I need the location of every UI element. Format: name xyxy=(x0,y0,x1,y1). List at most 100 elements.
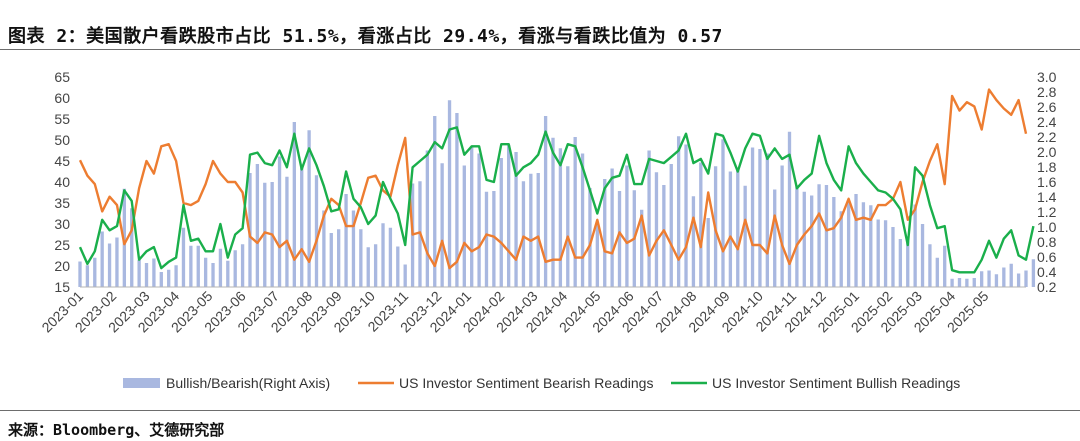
ratio-bar xyxy=(506,145,511,287)
ratio-bar xyxy=(396,246,400,287)
ratio-bar xyxy=(314,175,319,287)
right-tick-label: 0.6 xyxy=(1037,249,1057,265)
bearish-line xyxy=(78,88,1028,270)
ratio-bar xyxy=(595,223,600,287)
ratio-bar xyxy=(898,239,903,287)
ratio-bar xyxy=(891,227,895,287)
ratio-bar xyxy=(167,269,171,287)
ratio-bar xyxy=(300,167,304,287)
ratio-bar xyxy=(78,261,82,287)
ratio-bar xyxy=(351,210,356,287)
chart-title: 图表 2：美国散户看跌股市占比 51.5%，看涨占比 29.4%，看涨与看跌比值… xyxy=(8,26,723,47)
ratio-bar xyxy=(965,278,969,287)
source-note: 来源：Bloomberg、艾德研究部 xyxy=(8,421,225,439)
right-tick-label: 0.2 xyxy=(1037,279,1057,295)
right-tick-label: 1.8 xyxy=(1037,159,1057,175)
left-tick-label: 45 xyxy=(54,153,70,169)
ratio-bar xyxy=(603,179,607,287)
ratio-bar xyxy=(484,191,489,287)
ratio-bar xyxy=(152,258,156,287)
ratio-bar xyxy=(1009,263,1013,287)
right-tick-label: 1.4 xyxy=(1037,189,1057,205)
legend-swatch-ratio xyxy=(123,378,160,388)
ratio-bar xyxy=(233,250,237,287)
ratio-bar xyxy=(536,173,540,287)
x-axis: 2023-012023-022023-032023-042023-052023-… xyxy=(38,286,1026,335)
ratio-bar xyxy=(994,274,999,287)
ratio-bar xyxy=(1002,267,1006,287)
ratio-bar xyxy=(839,211,843,287)
ratio-bar xyxy=(861,202,866,287)
ratio-bar xyxy=(810,195,814,287)
ratio-bar xyxy=(573,137,577,287)
left-tick-label: 65 xyxy=(54,69,70,85)
ratio-bar xyxy=(824,185,829,287)
ratio-bar xyxy=(780,165,784,287)
ratio-bar xyxy=(263,182,267,287)
right-tick-label: 1.0 xyxy=(1037,219,1057,235)
right-tick-label: 2.8 xyxy=(1037,84,1057,100)
ratio-bar xyxy=(580,153,585,287)
ratio-bar xyxy=(647,150,651,287)
legend-label-bullish: US Investor Sentiment Bullish Readings xyxy=(712,375,960,391)
left-tick-label: 60 xyxy=(54,90,70,106)
ratio-bar xyxy=(625,165,629,287)
ratio-bar xyxy=(196,245,200,287)
ratio-bar xyxy=(691,196,696,287)
ratio-bar xyxy=(100,231,104,287)
ratio-bar xyxy=(226,260,230,287)
ratio-bar xyxy=(869,205,873,287)
ratio-bar xyxy=(455,113,459,287)
ratio-bar xyxy=(292,122,296,287)
ratio-bar xyxy=(802,191,806,287)
ratio-bar xyxy=(765,153,769,287)
ratio-bar xyxy=(832,197,836,287)
left-tick-label: 15 xyxy=(54,279,70,295)
ratio-bar xyxy=(425,150,430,287)
ratio-bar xyxy=(462,165,466,287)
left-tick-label: 35 xyxy=(54,195,70,211)
ratio-bar xyxy=(159,272,163,287)
title-bar: 图表 2：美国散户看跌股市占比 51.5%，看涨占比 29.4%，看涨与看跌比值… xyxy=(0,0,1080,52)
ratio-bar xyxy=(979,271,984,287)
ratio-bar xyxy=(935,257,939,287)
ratio-bar xyxy=(344,194,348,287)
ratio-bar xyxy=(854,194,858,287)
ratio-bar xyxy=(433,116,437,287)
bearish-line-layer xyxy=(78,88,1028,270)
ratio-bar xyxy=(617,191,622,287)
ratio-bar xyxy=(381,223,385,287)
ratio-bar xyxy=(189,245,193,287)
ratio-bar xyxy=(876,219,880,287)
ratio-bar xyxy=(662,185,666,287)
ratio-bar xyxy=(211,263,215,287)
source-divider xyxy=(0,410,1080,411)
right-tick-label: 2.6 xyxy=(1037,99,1057,115)
ratio-bar xyxy=(883,220,888,287)
ratio-bar xyxy=(218,248,223,287)
right-tick-label: 2.4 xyxy=(1037,114,1057,130)
ratio-bar xyxy=(795,186,799,287)
bullish-line xyxy=(78,126,1035,274)
ratio-bar xyxy=(943,245,947,287)
legend-label-ratio: Bullish/Bearish(Right Axis) xyxy=(166,375,330,391)
right-tick-label: 2.0 xyxy=(1037,144,1057,160)
ratio-bar xyxy=(773,189,777,287)
left-tick-label: 20 xyxy=(54,258,70,274)
legend-label-bearish: US Investor Sentiment Bearish Readings xyxy=(399,375,653,391)
ratio-bar xyxy=(373,244,378,287)
ratio-bar xyxy=(543,116,548,287)
left-axis: 15 20 25 30 35 40 45 50 55 60 65 xyxy=(54,69,70,295)
ratio-bar xyxy=(440,163,444,287)
ratio-bar xyxy=(913,204,917,287)
ratio-bar xyxy=(499,158,503,287)
ratio-bar xyxy=(610,168,614,287)
ratio-bar xyxy=(93,257,97,287)
ratio-bar xyxy=(203,257,208,287)
ratio-bar xyxy=(906,241,910,287)
ratio-bar xyxy=(972,278,976,287)
ratio-bar xyxy=(758,149,762,287)
ratio-bar xyxy=(115,237,119,287)
ratio-bar xyxy=(403,264,407,287)
